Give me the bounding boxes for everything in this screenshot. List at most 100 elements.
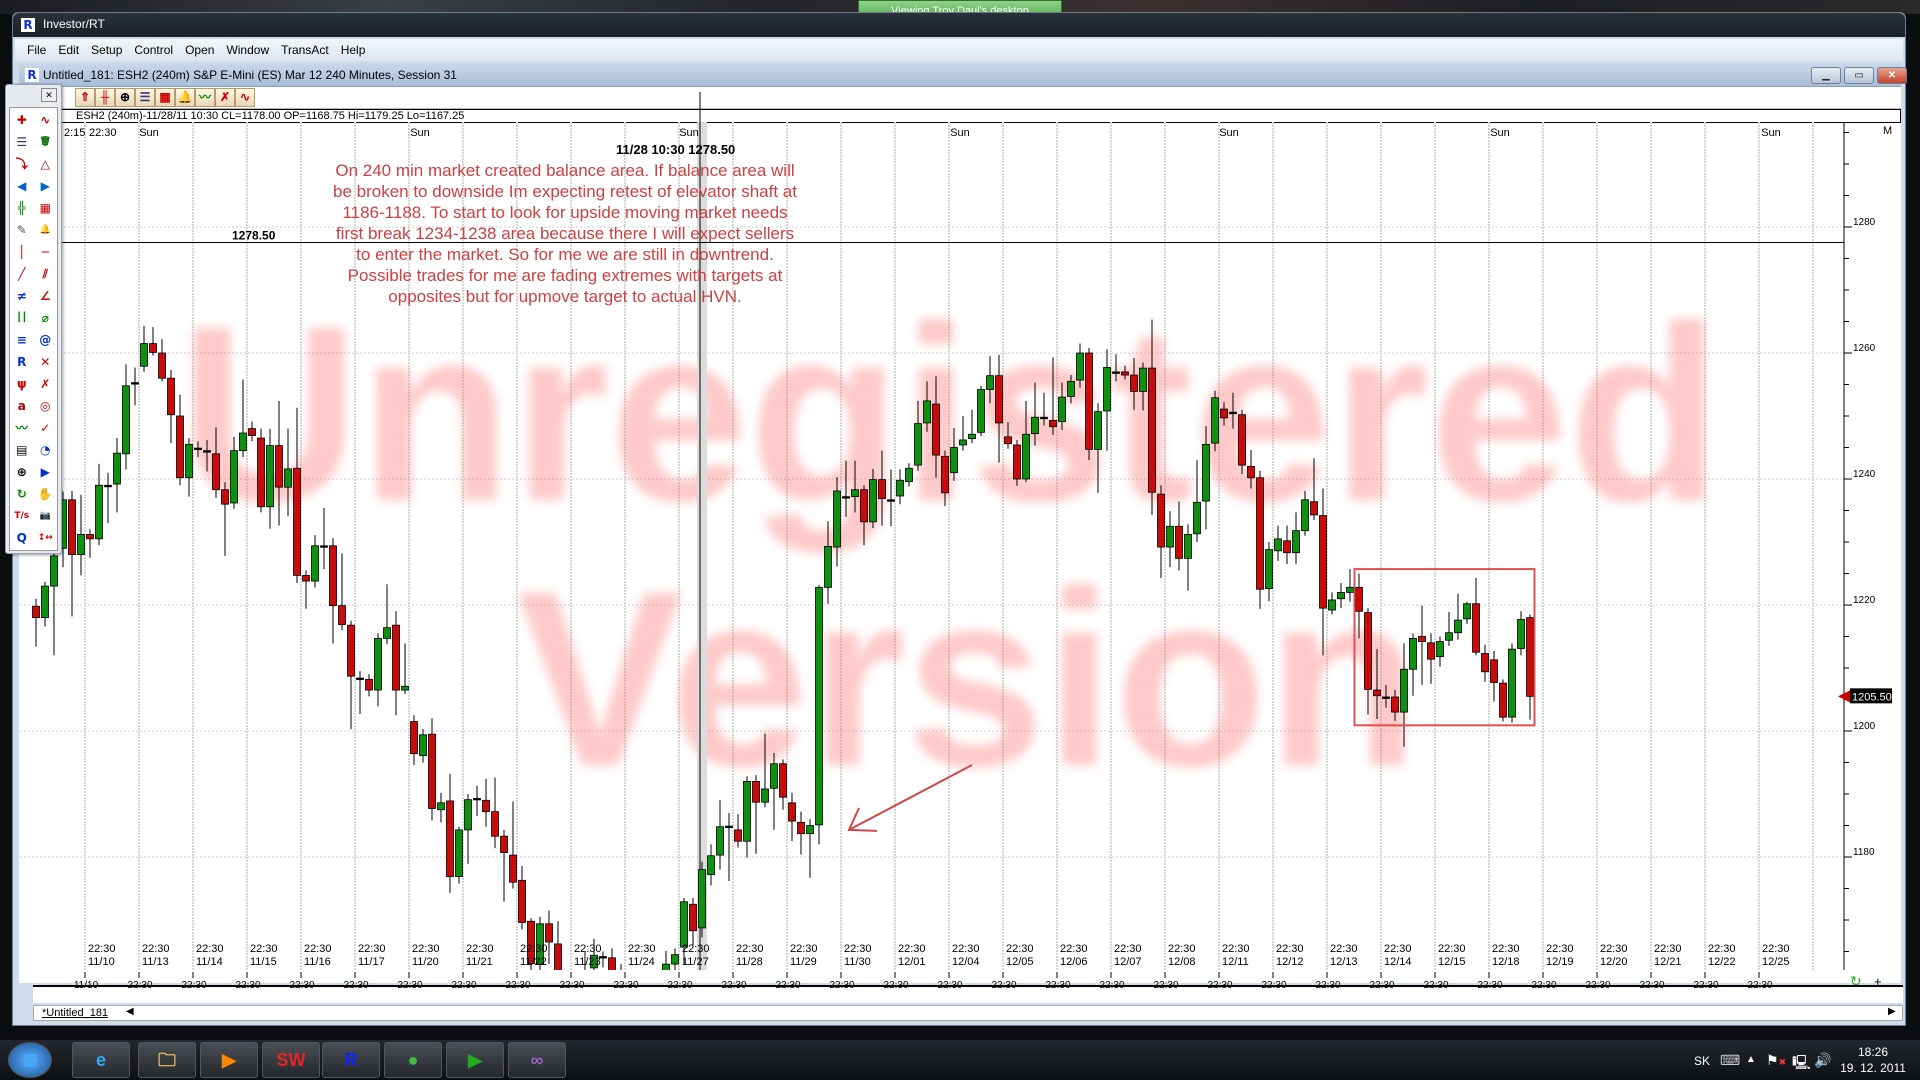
- candle-body[interactable]: [230, 450, 238, 504]
- candle-body[interactable]: [1139, 367, 1147, 392]
- date-axis-strip[interactable]: [33, 985, 1903, 1003]
- candle-body[interactable]: [725, 825, 733, 829]
- candle-body[interactable]: [1184, 534, 1192, 559]
- candle-body[interactable]: [77, 534, 85, 556]
- chart-zoom-in-button[interactable]: +: [1874, 974, 1882, 989]
- candle-body[interactable]: [1418, 636, 1426, 642]
- annotation-arrow[interactable]: [848, 764, 973, 831]
- candle-body[interactable]: [410, 721, 418, 755]
- candle-body[interactable]: [986, 375, 994, 390]
- candle-body[interactable]: [122, 385, 130, 455]
- candle-body[interactable]: [761, 788, 769, 803]
- candle-body[interactable]: [977, 389, 985, 433]
- candle-body[interactable]: [446, 800, 454, 877]
- purple-app-icon[interactable]: ∞: [508, 1042, 566, 1078]
- candle-body[interactable]: [887, 499, 895, 502]
- candle-body[interactable]: [698, 869, 706, 929]
- candle-body[interactable]: [302, 574, 310, 582]
- candle-body[interactable]: [221, 489, 229, 505]
- candle-body[interactable]: [1076, 352, 1084, 381]
- title-chart-icon[interactable]: 〰: [15, 421, 28, 435]
- candle-body[interactable]: [1337, 592, 1345, 600]
- candle-body[interactable]: [1256, 477, 1264, 590]
- candle-body[interactable]: [923, 400, 931, 424]
- candle-body[interactable]: [788, 802, 796, 822]
- internet-explorer-icon[interactable]: e: [72, 1042, 130, 1078]
- candle-body[interactable]: [599, 956, 607, 959]
- candle-body[interactable]: [1274, 538, 1282, 552]
- candle-body[interactable]: [401, 685, 409, 691]
- wave-icon[interactable]: ∿: [235, 88, 255, 107]
- candle-body[interactable]: [311, 545, 319, 582]
- solidworks-dwg-icon[interactable]: SW: [262, 1042, 320, 1078]
- arrow-into-tray-icon[interactable]: ⤵: [15, 157, 28, 171]
- candle-body[interactable]: [140, 343, 148, 367]
- cross-lines-icon[interactable]: ✕: [40, 355, 51, 369]
- candle-body[interactable]: [185, 443, 193, 479]
- candle-body[interactable]: [1400, 668, 1408, 713]
- candle-body[interactable]: [392, 624, 400, 691]
- candle-body[interactable]: [779, 763, 787, 798]
- zoom-icon[interactable]: ⊕: [115, 88, 135, 107]
- corner-m-button[interactable]: M: [1883, 125, 1892, 137]
- candle-body[interactable]: [554, 943, 562, 983]
- start-orb-icon[interactable]: ⊞: [8, 1042, 52, 1078]
- trash-icon[interactable]: 🗑: [39, 137, 51, 147]
- candle-body[interactable]: [374, 637, 382, 691]
- candle-body[interactable]: [1346, 586, 1354, 593]
- candle-body[interactable]: [1355, 586, 1363, 612]
- candle-body[interactable]: [437, 802, 445, 811]
- candle-body[interactable]: [1373, 689, 1381, 697]
- candle-body[interactable]: [455, 829, 463, 877]
- candle-body[interactable]: [590, 954, 598, 969]
- media-player-icon[interactable]: ▶: [200, 1042, 258, 1078]
- candle-body[interactable]: [1499, 682, 1507, 718]
- candle-body[interactable]: [1157, 493, 1165, 548]
- menu-setup[interactable]: Setup: [91, 43, 123, 57]
- candle-body[interactable]: [815, 586, 823, 826]
- candle-body[interactable]: [1364, 612, 1372, 690]
- candle-body[interactable]: [527, 920, 535, 964]
- menu-help[interactable]: Help: [340, 43, 366, 57]
- candle-body[interactable]: [347, 624, 355, 677]
- candle-body[interactable]: [806, 825, 814, 835]
- candle-body[interactable]: [878, 479, 886, 499]
- candle-body[interactable]: [1040, 416, 1048, 420]
- candle-body[interactable]: [1166, 525, 1174, 548]
- candle-body[interactable]: [167, 377, 175, 416]
- candle-body[interactable]: [1454, 619, 1462, 634]
- list-icon[interactable]: ☰: [16, 135, 28, 149]
- clock[interactable]: 18:26 19. 12. 2011: [1828, 1044, 1918, 1076]
- candle-body[interactable]: [203, 450, 211, 453]
- parallel-lines-icon[interactable]: ⫽: [42, 267, 48, 281]
- candle-body[interactable]: [149, 343, 157, 353]
- candle-body[interactable]: [770, 763, 778, 789]
- candle-body[interactable]: [1409, 637, 1417, 670]
- investor-rt-icon[interactable]: R: [322, 1042, 380, 1078]
- delete-drawing-icon[interactable]: ✗: [40, 377, 51, 391]
- candle-body[interactable]: [1022, 433, 1030, 480]
- wave-pattern-icon[interactable]: ∿: [40, 113, 51, 127]
- candle-body[interactable]: [941, 455, 949, 494]
- candle-body[interactable]: [1094, 411, 1102, 450]
- toolbox-close-button[interactable]: ✕: [41, 88, 57, 102]
- candle-body[interactable]: [860, 489, 868, 523]
- candle-body[interactable]: [1427, 642, 1435, 660]
- candle-body[interactable]: [734, 829, 742, 842]
- candle-body[interactable]: [257, 437, 265, 508]
- minimize-button[interactable]: ▁: [1811, 67, 1841, 84]
- refresh-icon[interactable]: ↻: [16, 487, 27, 501]
- globe-icon[interactable]: ●: [384, 1042, 442, 1078]
- candle-body[interactable]: [320, 545, 328, 548]
- candle-body[interactable]: [356, 677, 364, 680]
- candle-body[interactable]: [1004, 436, 1012, 445]
- green-arrow-icon[interactable]: ▶: [446, 1042, 504, 1078]
- candle-body[interactable]: [104, 484, 112, 488]
- horizontal-line-icon[interactable]: ─: [41, 245, 49, 259]
- candle-body[interactable]: [284, 468, 292, 488]
- show-hidden-icons-icon[interactable]: ▲: [1746, 1054, 1756, 1065]
- candle-body[interactable]: [266, 445, 274, 508]
- candle-body[interactable]: [113, 452, 121, 485]
- candle-body[interactable]: [239, 432, 247, 452]
- title-chart-icon[interactable]: 〰: [195, 88, 215, 107]
